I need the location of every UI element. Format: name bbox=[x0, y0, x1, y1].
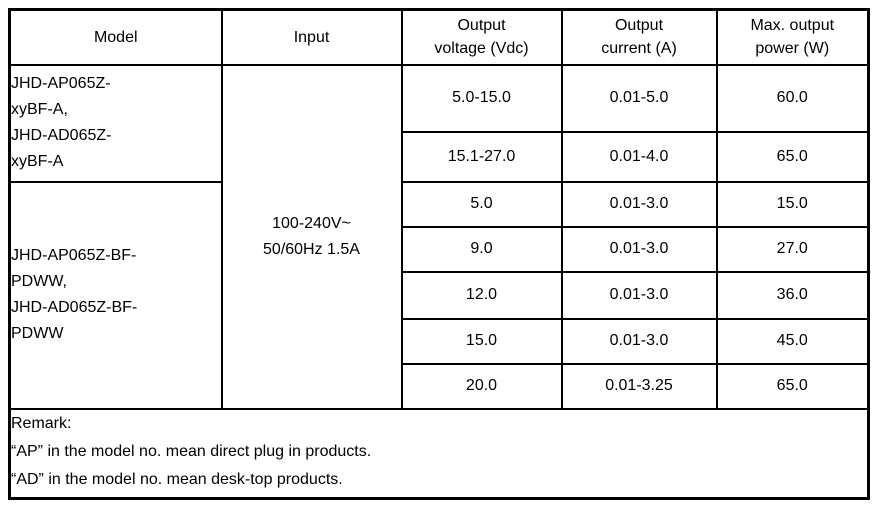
power-cell: 65.0 bbox=[715, 130, 870, 183]
current-cell: 0.01-4.0 bbox=[560, 130, 718, 183]
col-header-voltage: Output voltage (Vdc) bbox=[400, 8, 563, 66]
voltage-cell: 15.1-27.0 bbox=[400, 130, 563, 183]
remark-cell: Remark: “AP” in the model no. mean direc… bbox=[8, 407, 870, 500]
current-cell: 0.01-3.0 bbox=[560, 317, 718, 365]
model-cell-group1: JHD-AP065Z- xyBF-A, JHD-AD065Z- xyBF-A bbox=[8, 63, 223, 183]
power-cell: 36.0 bbox=[715, 270, 870, 320]
remark-line-1: “AP” in the model no. mean direct plug i… bbox=[11, 442, 372, 460]
voltage-cell: 20.0 bbox=[400, 362, 563, 410]
col-header-power: Max. output power (W) bbox=[715, 8, 870, 66]
table-row: 12.0 0.01-3.0 36.0 bbox=[10, 270, 870, 320]
col-header-current: Output current (A) bbox=[560, 8, 718, 66]
col-header-model: Model bbox=[8, 8, 223, 66]
power-cell: 15.0 bbox=[715, 180, 870, 228]
current-cell: 0.01-3.0 bbox=[560, 270, 718, 320]
current-cell: 0.01-3.0 bbox=[560, 180, 718, 228]
current-cell: 0.01-3.0 bbox=[560, 225, 718, 273]
current-cell: 0.01-3.25 bbox=[560, 362, 718, 410]
remark-title: Remark: bbox=[11, 414, 72, 432]
table-row: 20.0 0.01-3.25 65.0 bbox=[10, 362, 870, 410]
power-cell: 27.0 bbox=[715, 225, 870, 273]
voltage-cell: 5.0-15.0 bbox=[400, 63, 563, 133]
header-row: Model Input Output voltage (Vdc) Output … bbox=[8, 8, 870, 66]
spec-table: Model Input Output voltage (Vdc) Output … bbox=[8, 8, 870, 500]
voltage-cell: 15.0 bbox=[400, 317, 563, 365]
current-cell: 0.01-5.0 bbox=[560, 63, 718, 133]
voltage-cell: 5.0 bbox=[400, 180, 563, 228]
voltage-cell: 9.0 bbox=[400, 225, 563, 273]
table-row: 15.1-27.0 0.01-4.0 65.0 bbox=[10, 130, 870, 183]
input-cell: 100-240V~ 50/60Hz 1.5A bbox=[220, 63, 403, 410]
model-cell-group2: JHD-AP065Z-BF- PDWW, JHD-AD065Z-BF- PDWW bbox=[8, 180, 223, 410]
col-header-input: Input bbox=[220, 8, 403, 66]
remark-row: Remark: “AP” in the model no. mean direc… bbox=[8, 407, 870, 500]
remark-line-2: “AD” in the model no. mean desk-top prod… bbox=[11, 470, 343, 488]
voltage-cell: 12.0 bbox=[400, 270, 563, 320]
table-row: JHD-AP065Z-BF- PDWW, JHD-AD065Z-BF- PDWW… bbox=[8, 180, 870, 410]
power-cell: 65.0 bbox=[715, 362, 870, 410]
power-cell: 45.0 bbox=[715, 317, 870, 365]
table-row: 15.0 0.01-3.0 45.0 bbox=[10, 317, 870, 365]
power-cell: 60.0 bbox=[715, 63, 870, 133]
table-row: JHD-AP065Z- xyBF-A, JHD-AD065Z- xyBF-A 1… bbox=[8, 63, 870, 410]
table-row: 9.0 0.01-3.0 27.0 bbox=[10, 225, 870, 273]
